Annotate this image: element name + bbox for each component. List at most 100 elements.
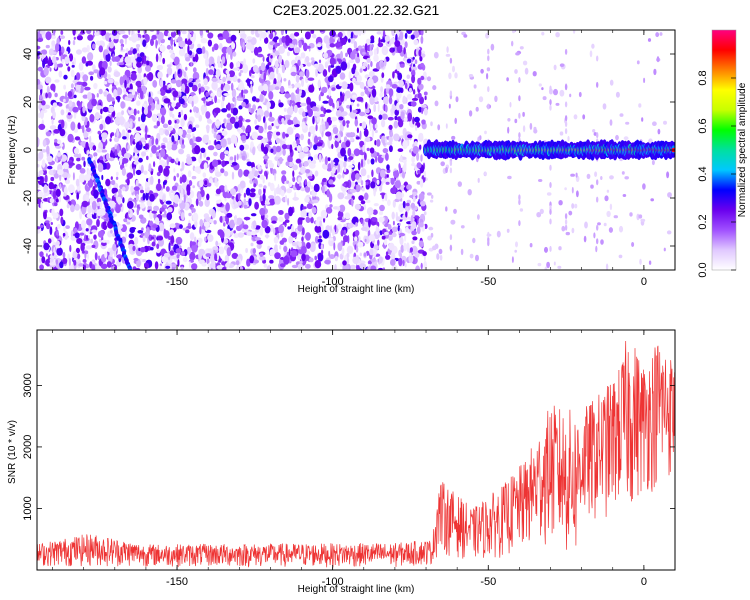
noise-blob <box>48 182 55 190</box>
noise-blob <box>138 247 141 252</box>
noise-blob <box>390 252 396 260</box>
noise-blob <box>117 196 122 205</box>
noise-blob <box>292 164 298 171</box>
noise-blob <box>367 78 374 88</box>
noise-blob <box>209 90 212 95</box>
noise-blob <box>147 96 154 105</box>
noise-blob <box>225 261 230 268</box>
noise-blob <box>272 31 275 39</box>
noise-blob <box>107 78 114 84</box>
noise-blob <box>85 141 89 151</box>
noise-blob <box>293 104 298 114</box>
noise-blob <box>357 241 364 248</box>
noise-blob <box>121 167 126 176</box>
noise-blob <box>404 41 408 48</box>
noise-blob <box>350 101 354 107</box>
noise-blob <box>115 171 119 176</box>
noise-blob <box>391 264 398 270</box>
noise-blob <box>140 164 144 174</box>
noise-blob <box>225 52 229 60</box>
noise-blob <box>322 69 328 77</box>
y-tick-label: 2000 <box>22 435 34 459</box>
noise-blob <box>79 210 82 220</box>
noise-blob <box>226 113 232 118</box>
noise-blob <box>137 30 140 34</box>
noise-blob <box>412 196 416 203</box>
noise-blob <box>67 91 73 98</box>
noise-blob <box>126 221 131 225</box>
faint-blob <box>506 77 509 82</box>
noise-blob <box>220 168 225 174</box>
noise-blob <box>175 236 183 245</box>
noise-blob <box>231 88 237 99</box>
noise-blob <box>269 71 275 80</box>
noise-blob <box>73 128 79 133</box>
noise-blob <box>314 260 322 269</box>
noise-blob <box>380 86 384 93</box>
noise-blob <box>399 31 404 41</box>
noise-blob <box>53 129 60 134</box>
noise-blob <box>166 64 172 68</box>
noise-blob <box>379 92 384 98</box>
noise-blob <box>96 40 101 46</box>
noise-blob <box>391 211 395 220</box>
noise-blob <box>195 198 199 207</box>
noise-blob <box>171 135 175 143</box>
noise-blob <box>397 225 400 232</box>
noise-blob <box>322 229 330 239</box>
noise-blob <box>326 167 332 172</box>
noise-blob <box>256 53 264 58</box>
noise-blob <box>294 123 300 128</box>
faint-blob <box>460 225 465 229</box>
noise-blob <box>381 113 388 120</box>
noise-blob <box>392 199 396 208</box>
noise-blob <box>418 83 424 91</box>
noise-blob <box>239 265 243 270</box>
noise-blob <box>233 204 239 209</box>
noise-blob <box>81 250 85 254</box>
noise-blob <box>41 100 46 106</box>
noise-blob <box>161 255 168 263</box>
noise-blob <box>157 90 161 95</box>
noise-blob <box>155 183 162 191</box>
faint-blob <box>524 67 529 75</box>
noise-blob <box>176 254 180 259</box>
noise-blob <box>260 62 266 72</box>
noise-blob <box>83 262 87 266</box>
noise-blob <box>186 159 193 165</box>
noise-blob <box>308 163 316 169</box>
noise-blob <box>101 239 108 243</box>
noise-blob <box>267 125 272 131</box>
noise-blob <box>340 61 348 71</box>
noise-blob <box>215 68 221 78</box>
colorbar-tick-label: 0.4 <box>697 166 709 181</box>
noise-blob <box>313 112 321 117</box>
noise-blob <box>395 191 403 200</box>
noise-blob <box>287 197 290 206</box>
noise-blob <box>45 258 51 267</box>
noise-blob <box>350 136 354 142</box>
noise-blob <box>50 83 56 91</box>
faint-blob <box>429 199 434 203</box>
noise-blob <box>286 126 294 135</box>
noise-blob <box>294 82 302 89</box>
noise-blob <box>135 179 139 188</box>
noise-blob <box>40 149 47 153</box>
noise-blob <box>115 192 118 201</box>
noise-blob <box>180 168 183 172</box>
noise-blob <box>97 202 100 207</box>
faint-blob <box>496 230 501 238</box>
noise-blob <box>108 40 115 49</box>
noise-blob <box>243 144 250 151</box>
noise-blob <box>329 57 336 66</box>
noise-blob <box>206 118 212 124</box>
noise-blob <box>290 231 298 238</box>
noise-blob <box>238 105 243 110</box>
noise-blob <box>75 84 81 90</box>
noise-blob <box>170 37 174 46</box>
noise-blob <box>172 90 179 98</box>
noise-blob <box>404 32 408 40</box>
noise-blob <box>300 133 304 141</box>
x-tick-label: 0 <box>641 276 647 288</box>
